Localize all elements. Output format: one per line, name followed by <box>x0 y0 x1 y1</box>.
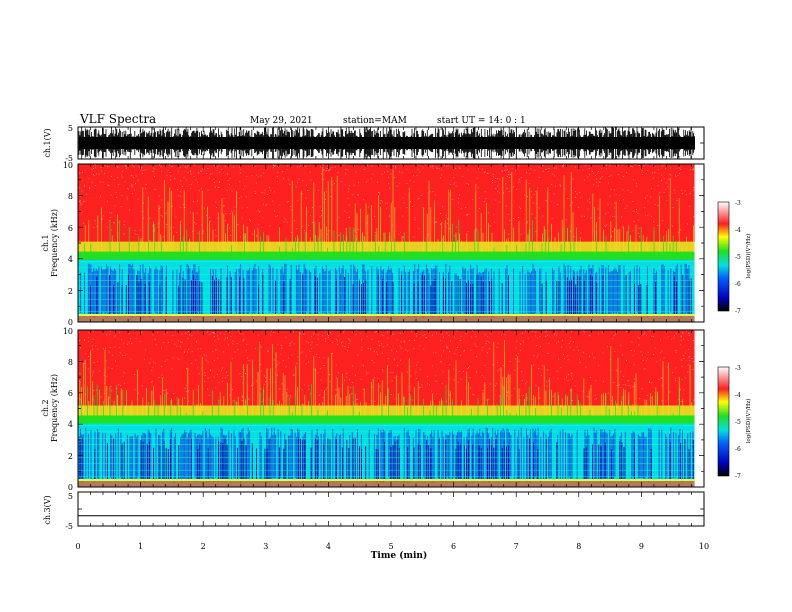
spec1-lowfreq-line <box>78 314 695 316</box>
x-tick-label-8: 8 <box>576 542 581 551</box>
spec2-green-streaks <box>80 384 680 422</box>
ch1-cbar-tick-m5: -5 <box>735 254 741 261</box>
spec1-dc-band <box>78 316 695 322</box>
ch3-ytick-bottom: -5 <box>65 522 73 531</box>
x-axis-ticks <box>77 126 705 527</box>
station-label: station=MAM <box>343 116 407 126</box>
ch1-spectrogram-yticks: 0 2 4 6 8 10 <box>63 161 73 327</box>
spec2-dc-band <box>78 481 695 487</box>
spec1-green-streaks <box>84 219 677 258</box>
ch2-cbar-tick-m4: -4 <box>735 392 741 399</box>
ch1-colorbar-label: log(PSD)(V²/Hz) <box>745 234 752 279</box>
ch1-spectrogram-ylabel-2: Frequency (kHz) <box>50 209 59 277</box>
x-tick-label-4: 4 <box>326 542 331 551</box>
ch2-spectrogram-ylabel-2: Frequency (kHz) <box>50 374 59 442</box>
ch2-colorbar <box>717 366 730 477</box>
ch2-spectrogram-panel: 0 2 4 6 8 10 ch.2 Frequency (kHz) -3 -4 … <box>41 327 752 492</box>
x-tick-label-10: 10 <box>699 542 709 551</box>
ch3-waveform-panel: 5 -5 ch.3(V) <box>43 491 705 531</box>
ch1-spectrogram-image <box>77 163 704 322</box>
ch1-ytick-10: 10 <box>63 161 73 170</box>
ch3-waveform-frame <box>77 491 705 527</box>
ch2-spectrogram-ylabel-1: ch.2 <box>41 399 50 416</box>
ch1-waveform-core <box>79 137 695 149</box>
x-tick-label-1: 1 <box>138 542 143 551</box>
x-tick-label-9: 9 <box>639 542 644 551</box>
ch2-ytick-8: 8 <box>68 358 73 367</box>
x-tick-label-5: 5 <box>388 542 393 551</box>
date-label: May 29, 2021 <box>250 116 313 126</box>
ch1-ytick-4: 4 <box>68 255 73 264</box>
ch1-ytick-top: 5 <box>68 124 73 133</box>
ch2-cbar-tick-m6: -6 <box>735 446 741 453</box>
ch1-ytick-2: 2 <box>68 287 73 296</box>
x-axis-label: Time (min) <box>371 550 428 561</box>
ch1-cbar-tick-m6: -6 <box>735 281 741 288</box>
ch1-waveform-ylabel: ch.1(V) <box>43 128 52 157</box>
ch2-cbar-tick-m7: -7 <box>735 473 741 480</box>
ch1-waveform-trace <box>78 127 695 159</box>
ch1-waveform-panel: 5 -5 ch.1(V) <box>43 124 705 163</box>
x-tick-marks <box>77 127 705 526</box>
spec2-yellow-streaks <box>79 331 693 416</box>
spec2-tone-lines <box>78 425 695 477</box>
x-tick-label-0: 0 <box>75 542 80 551</box>
spec2-speckle <box>78 329 696 403</box>
ch3-ytick-top: 5 <box>68 492 73 501</box>
ch1-ytick-6: 6 <box>68 224 73 233</box>
ch1-cbar-tick-m7: -7 <box>735 308 741 315</box>
x-tick-label-2: 2 <box>201 542 206 551</box>
spec1-green-band <box>78 251 695 260</box>
x-tick-label-3: 3 <box>263 542 268 551</box>
ch2-cbar-tick-m3: -3 <box>735 365 741 372</box>
x-axis-tick-labels: 0 1 2 3 4 5 6 7 8 9 10 <box>75 542 709 551</box>
ch1-ytick-0: 0 <box>68 318 73 327</box>
ch1-ytick-8: 8 <box>68 192 73 201</box>
start-time-label: start UT = 14: 0 : 1 <box>437 116 526 126</box>
ch2-ytick-2: 2 <box>68 452 73 461</box>
ch2-ytick-10: 10 <box>63 327 73 336</box>
y-tick-marks <box>78 126 704 527</box>
x-tick-label-7: 7 <box>514 542 519 551</box>
ch1-cbar-tick-m4: -4 <box>735 227 741 234</box>
spec2-green-band <box>78 415 695 424</box>
spec1-blank <box>694 164 704 322</box>
figure-title: VLF Spectra <box>79 112 156 126</box>
x-tick-label-6: 6 <box>451 542 456 551</box>
ch1-spectrogram-panel: 0 2 4 6 8 10 ch.1 Frequency (kHz) -3 -4 … <box>41 161 752 327</box>
spec1-yellow-streaks <box>81 167 694 252</box>
ch3-waveform-ylabel: ch.3(V) <box>43 495 52 524</box>
ch2-cbar-tick-m5: -5 <box>735 419 741 426</box>
ch1-cbar-tick-m3: -3 <box>735 200 741 207</box>
ch1-ytick-bottom: -5 <box>65 154 73 163</box>
ch2-ytick-0: 0 <box>68 483 73 492</box>
spec1-speckle <box>78 163 696 238</box>
spec2-lowfreq-line <box>78 479 695 481</box>
spec1-tone-lines <box>78 261 695 312</box>
ch1-spectrogram-ylabel-1: ch.1 <box>41 234 50 251</box>
ch2-ytick-4: 4 <box>68 420 73 429</box>
ch1-colorbar <box>717 201 730 312</box>
ch2-ytick-6: 6 <box>68 389 73 398</box>
spec2-blank <box>694 330 704 487</box>
ch2-colorbar-label: log(PSD)(V²/Hz) <box>745 399 752 444</box>
ch2-spectrogram-image <box>77 329 704 487</box>
